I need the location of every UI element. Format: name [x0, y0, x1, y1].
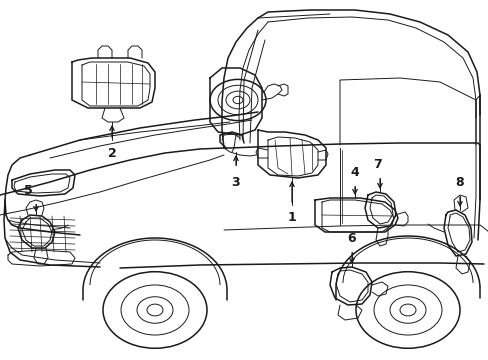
- Text: 4: 4: [350, 166, 359, 179]
- Text: 2: 2: [107, 147, 116, 159]
- Text: 7: 7: [373, 158, 382, 171]
- Text: 1: 1: [287, 211, 296, 225]
- Text: 3: 3: [231, 175, 240, 189]
- Text: 6: 6: [347, 231, 356, 244]
- Text: 5: 5: [23, 184, 32, 197]
- Text: 8: 8: [455, 175, 464, 189]
